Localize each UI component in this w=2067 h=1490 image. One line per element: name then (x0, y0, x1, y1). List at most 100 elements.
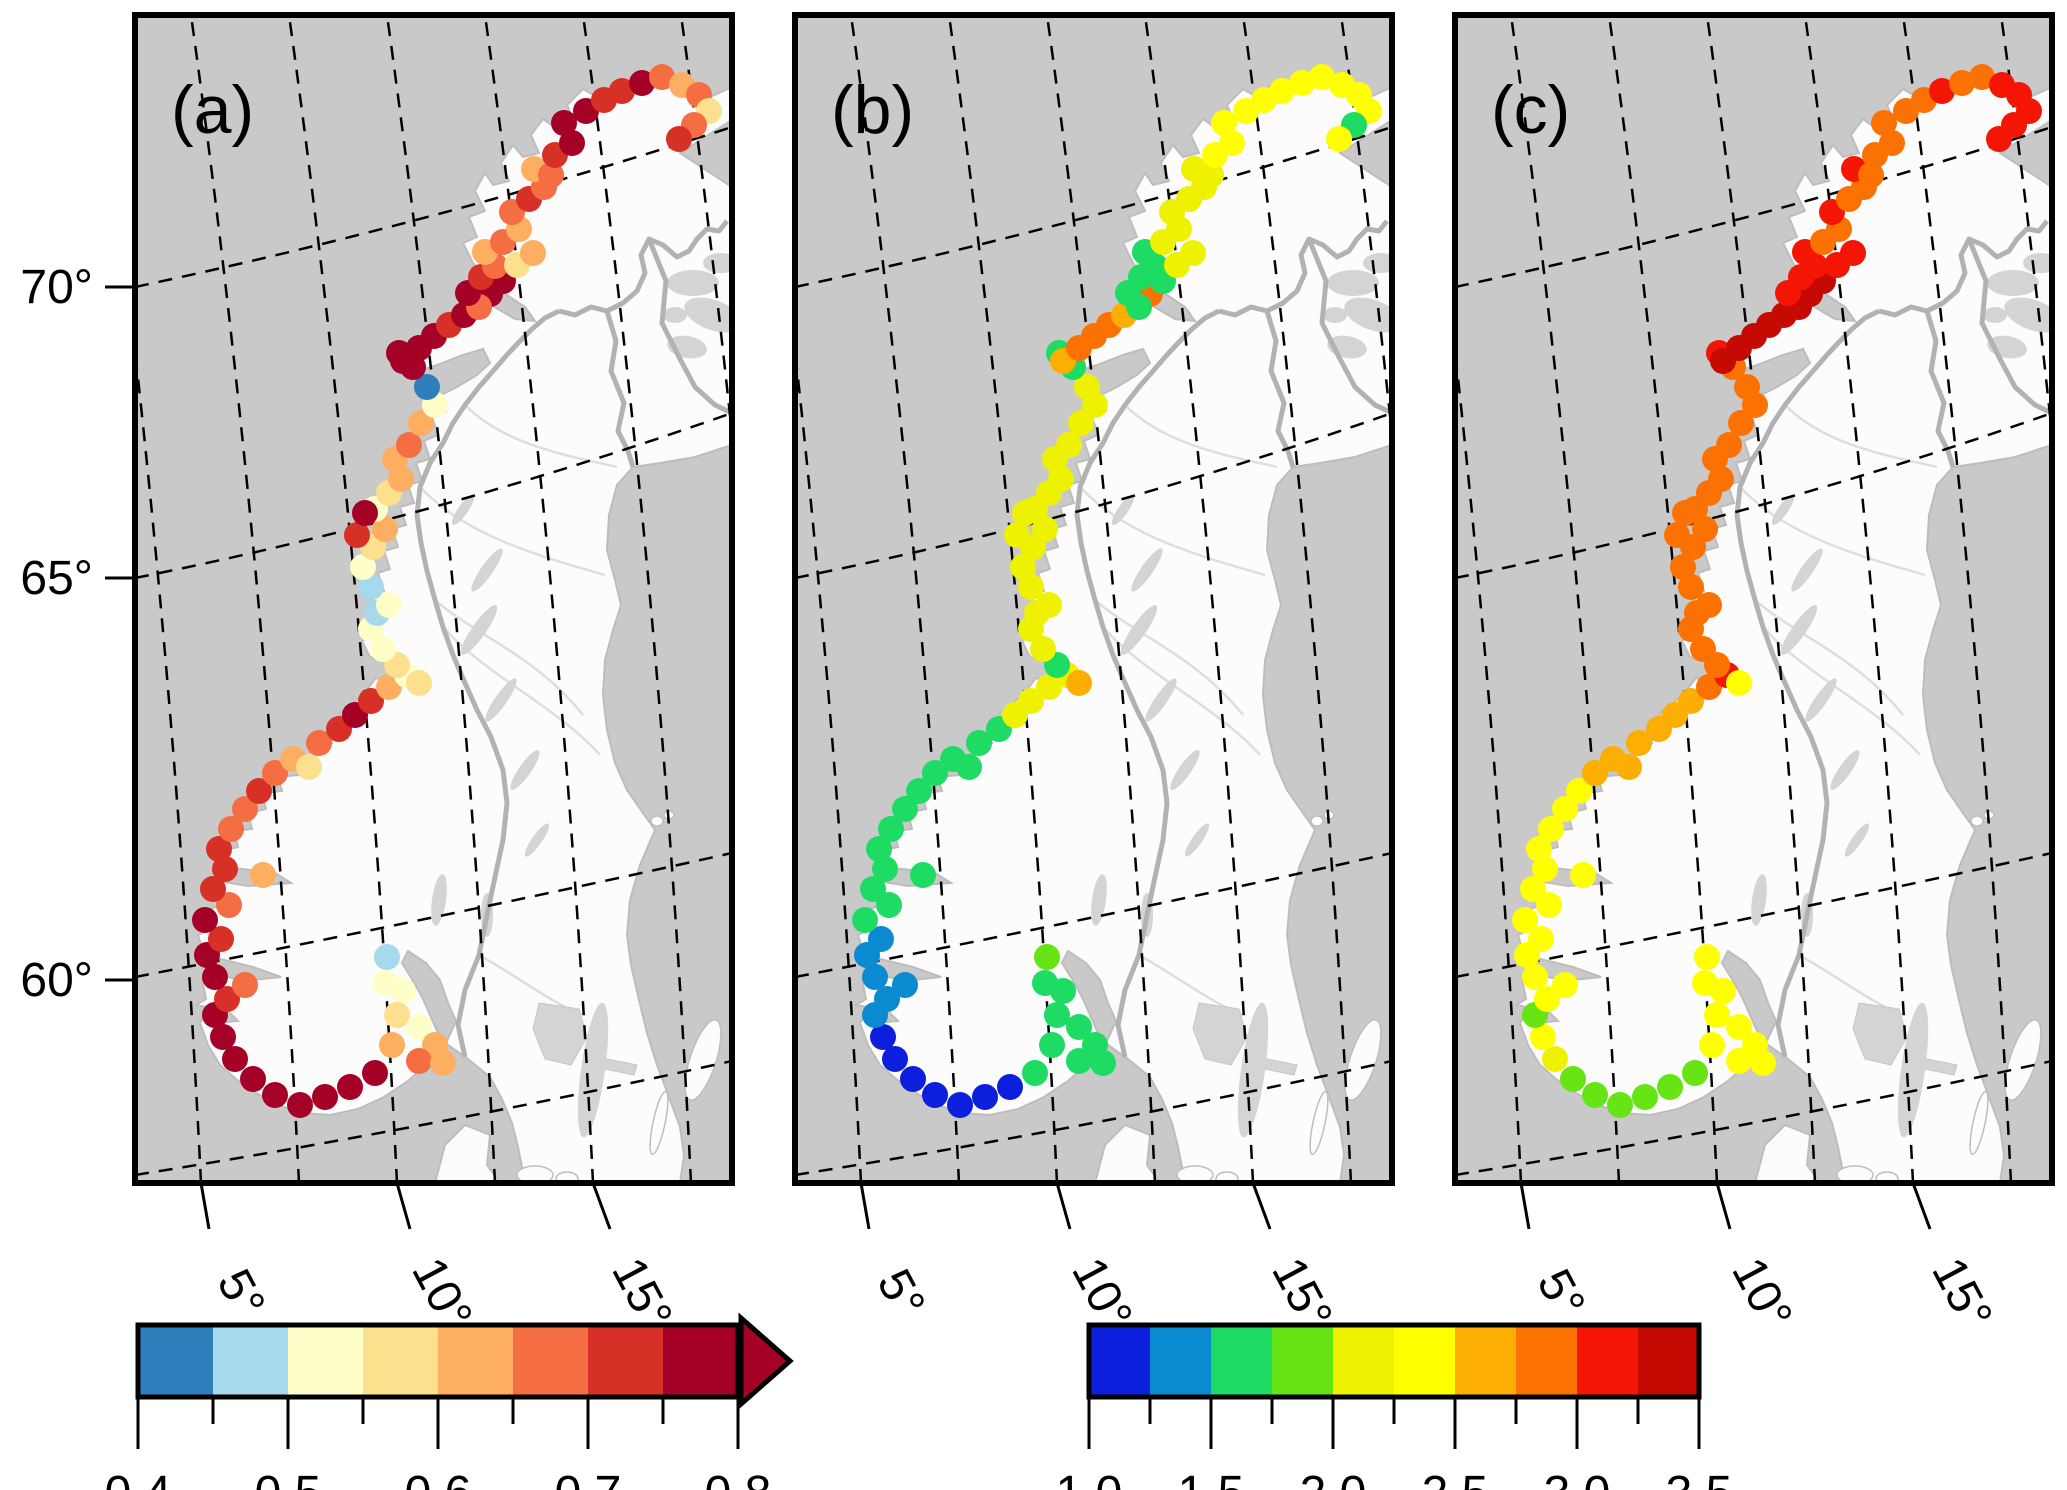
station-dot (1010, 554, 1036, 580)
station-dot (1219, 130, 1245, 156)
station-dot (1871, 110, 1897, 136)
station-dot (1180, 240, 1206, 266)
station-dot (1289, 70, 1315, 96)
lon-tick (199, 1182, 211, 1230)
station-dot (212, 856, 238, 882)
panel-frame (132, 12, 735, 1186)
station-dot (1616, 754, 1642, 780)
station-dot (922, 1082, 948, 1108)
station-dot (1526, 836, 1552, 862)
map-panel-c: (c) 5° 10° 15° (1315, 12, 2067, 1338)
station-dot (352, 500, 378, 526)
station-dots-a (192, 64, 722, 1118)
lon-tick (1055, 1182, 1072, 1230)
station-dot (210, 1024, 236, 1050)
colorbar-segment (1516, 1325, 1577, 1397)
colorbar-segment (1272, 1325, 1333, 1397)
station-dot (240, 1066, 266, 1092)
colorbar-tick-label: 0.8 (705, 1467, 772, 1490)
station-dot (559, 130, 585, 156)
station-dot (1520, 876, 1546, 902)
station-dot (306, 730, 332, 756)
station-dot (1090, 1050, 1116, 1076)
station-dot (972, 1084, 998, 1110)
station-dot (1728, 410, 1754, 436)
station-dot (1726, 1048, 1752, 1074)
lon-tick-label: 15° (1921, 1249, 2002, 1338)
station-dot (862, 964, 888, 990)
station-dot (1949, 70, 1975, 96)
panel-label-b: (b) (831, 72, 914, 148)
station-dot (1607, 1092, 1633, 1118)
station-dot (922, 760, 948, 786)
station-dot (388, 466, 414, 492)
station-dot (1690, 636, 1716, 662)
panel-frame (792, 12, 1395, 1186)
station-dot (376, 592, 402, 618)
station-dot (892, 972, 918, 998)
colorbar-tick-label: 0.4 (105, 1467, 172, 1490)
lat-tick-label: 70° (20, 261, 93, 314)
colorbar-segment (1577, 1325, 1638, 1397)
colorbar-segment (1089, 1325, 1150, 1397)
station-dot (1840, 240, 1866, 266)
colorbar-segment (1394, 1325, 1455, 1397)
station-dot (866, 836, 892, 862)
station-dot (1986, 126, 2012, 152)
station-dot (1326, 126, 1352, 152)
lon-tick (591, 1182, 612, 1230)
station-dot (1582, 1082, 1608, 1108)
panel-frame (1452, 12, 2055, 1186)
station-dot (1582, 760, 1608, 786)
station-dot (1030, 636, 1056, 662)
colorbar-segment (1455, 1325, 1516, 1397)
colorbar-tick-label: 0.5 (255, 1467, 322, 1490)
lon-tick (1911, 1182, 1932, 1230)
station-dot (1066, 1014, 1092, 1040)
station-dot (997, 1074, 1023, 1100)
colorbar-segment (1638, 1325, 1699, 1397)
station-dot (1512, 907, 1538, 933)
station-dot (262, 1082, 288, 1108)
station-dot (1710, 978, 1736, 1004)
station-dot (1750, 1050, 1776, 1076)
station-dot (874, 986, 900, 1012)
lon-tick (395, 1182, 412, 1230)
station-dot (1066, 670, 1092, 696)
station-dot (1536, 892, 1562, 918)
station-dot (1879, 130, 1905, 156)
station-dot (208, 926, 234, 952)
station-dot (878, 816, 904, 842)
station-dot (408, 410, 434, 436)
colorbar-segment (288, 1325, 363, 1397)
station-dot (296, 754, 322, 780)
colorbar-segment (213, 1325, 288, 1397)
colorbar-tick-label: 2.0 (1300, 1467, 1367, 1490)
colorbar-segment (1211, 1325, 1272, 1397)
station-dot (337, 1074, 363, 1100)
station-dot (262, 760, 288, 786)
station-dot (232, 972, 258, 998)
station-dot (966, 730, 992, 756)
station-dot (1538, 816, 1564, 842)
panel-label-c: (c) (1491, 72, 1570, 148)
station-dot (520, 240, 546, 266)
lat-tick-label: 65° (20, 552, 93, 605)
station-dot (384, 1002, 410, 1028)
colorbar-tick-label: 0.6 (405, 1467, 472, 1490)
station-dot (406, 1014, 432, 1040)
station-dot (206, 836, 232, 862)
station-dot (1528, 926, 1554, 952)
station-dot (1552, 796, 1578, 822)
colorbar-arrow (738, 1312, 794, 1410)
station-dot (947, 1092, 973, 1118)
lon-tick-label: 5° (1527, 1261, 1595, 1326)
station-dot (1552, 972, 1578, 998)
station-dot (250, 862, 276, 888)
station-dot (609, 78, 635, 104)
station-dot (1678, 688, 1704, 714)
station-dot (1704, 1002, 1730, 1028)
colorbar-segment (1333, 1325, 1394, 1397)
